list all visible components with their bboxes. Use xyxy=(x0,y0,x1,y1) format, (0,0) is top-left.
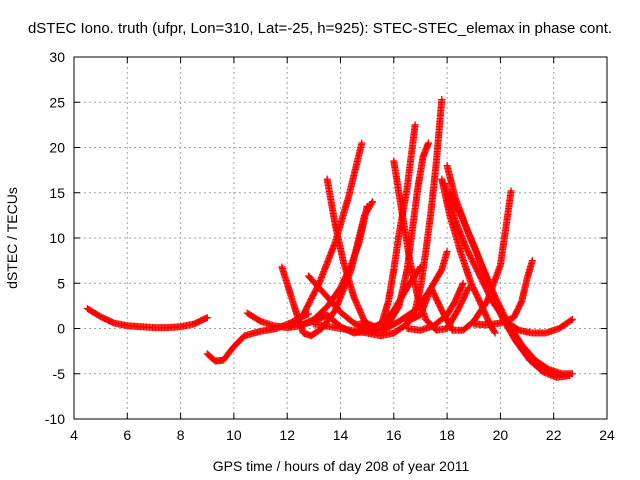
data-point xyxy=(358,139,366,147)
data-point xyxy=(464,285,472,293)
x-tick-label: 14 xyxy=(333,427,349,443)
data-point xyxy=(368,198,376,206)
data-point xyxy=(368,199,376,207)
x-axis-label: GPS time / hours of day 208 of year 2011 xyxy=(213,458,470,474)
data-point xyxy=(203,314,211,322)
series-19 xyxy=(403,279,467,334)
data-point xyxy=(568,370,576,378)
data-point xyxy=(443,248,451,256)
x-tick-label: 16 xyxy=(386,427,402,443)
data-point xyxy=(438,96,446,104)
y-tick-label: 5 xyxy=(57,275,65,291)
data-point xyxy=(567,316,575,324)
data-point xyxy=(491,329,499,337)
x-tick-label: 20 xyxy=(493,427,509,443)
x-tick-label: 18 xyxy=(439,427,455,443)
x-axis: 4 6 8 10 12 14 16 18 20 22 24 xyxy=(70,57,615,443)
x-tick-label: 12 xyxy=(279,427,295,443)
y-tick-label: 25 xyxy=(49,94,65,110)
data-point xyxy=(568,315,576,323)
y-tick-label: 20 xyxy=(49,140,65,156)
y-tick-label: -5 xyxy=(53,366,66,382)
x-tick-label: 22 xyxy=(546,427,562,443)
y-axis: -10 -5 0 5 10 15 20 25 30 xyxy=(45,49,607,427)
series-18 xyxy=(470,257,536,329)
chart-title: dSTEC Iono. truth (ufpr, Lon=310, Lat=-2… xyxy=(28,20,612,37)
y-tick-label: 10 xyxy=(49,230,65,246)
y-axis-label: dSTEC / TECUs xyxy=(4,187,20,289)
data-point xyxy=(459,279,467,287)
data-point xyxy=(507,187,515,195)
data-point xyxy=(528,257,536,265)
data-point xyxy=(424,139,432,147)
series-5 xyxy=(297,311,371,337)
data-marks xyxy=(83,96,576,381)
x-tick-label: 10 xyxy=(226,427,242,443)
y-tick-label: -10 xyxy=(45,411,65,427)
y-tick-label: 30 xyxy=(49,49,65,65)
y-tick-label: 15 xyxy=(49,185,65,201)
data-point xyxy=(490,328,498,336)
x-tick-label: 6 xyxy=(123,427,131,443)
data-point xyxy=(411,121,419,129)
y-tick-label: 0 xyxy=(57,321,65,337)
x-tick-label: 8 xyxy=(177,427,185,443)
series-17 xyxy=(403,187,515,334)
series-10 xyxy=(358,139,432,331)
series-1 xyxy=(83,305,211,332)
x-tick-label: 4 xyxy=(70,427,78,443)
x-tick-label: 24 xyxy=(599,427,615,443)
